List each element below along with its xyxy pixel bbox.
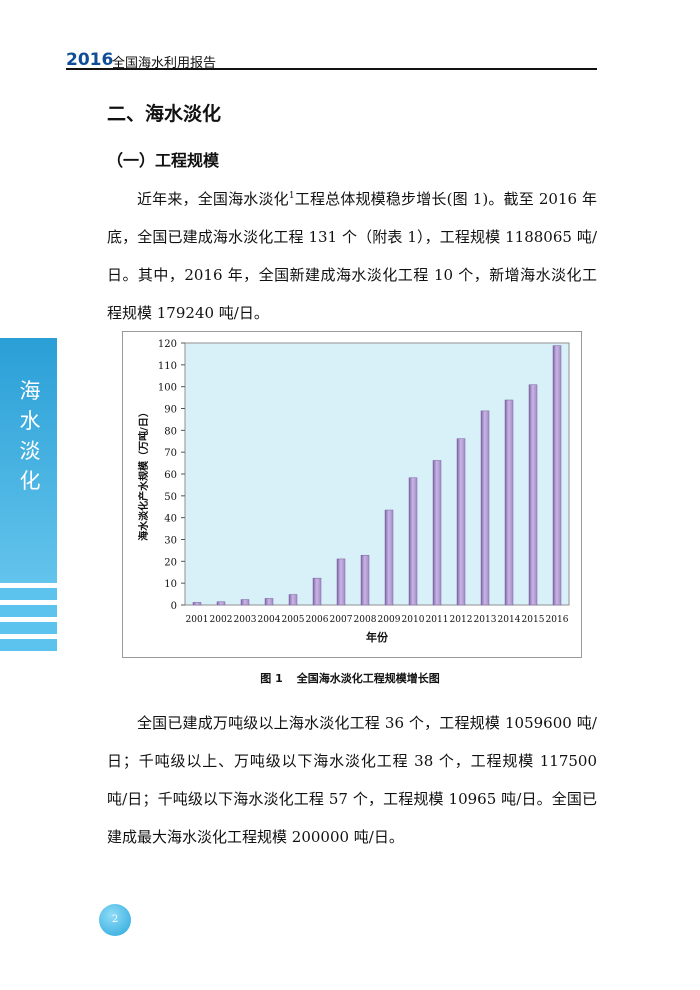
y-tick-label: 0	[171, 601, 177, 612]
paragraph-1: 近年来，全国海水淡化1工程总体规模稳步增长(图 1)。截至 2016 年底，全国…	[107, 180, 597, 332]
bar	[216, 601, 226, 606]
y-tick-label: 100	[158, 383, 177, 394]
x-tick-label: 2011	[426, 615, 449, 625]
y-tick-label: 110	[158, 361, 177, 372]
sidebar-char: 淡	[19, 439, 41, 463]
page-header: 2016 全国海水利用报告	[66, 50, 596, 71]
bar	[528, 384, 538, 606]
bar	[240, 599, 250, 606]
bar	[480, 410, 490, 606]
sidebar-stripe	[0, 605, 57, 617]
bar	[432, 460, 442, 606]
bar	[360, 554, 370, 606]
x-tick-label: 2015	[522, 615, 545, 625]
y-tick-label: 90	[164, 405, 177, 416]
bar	[456, 438, 466, 606]
bar	[552, 345, 562, 606]
y-tick-label: 70	[164, 448, 177, 459]
x-tick-label: 2007	[330, 615, 353, 625]
y-tick-label: 80	[164, 426, 177, 437]
figure-caption: 图 1 全国海水淡化工程规模增长图	[0, 670, 700, 686]
y-tick-label: 20	[164, 557, 177, 568]
x-tick-label: 2008	[354, 615, 377, 625]
footnote-marker[interactable]: 1	[288, 191, 295, 201]
bar	[504, 399, 514, 606]
x-tick-label: 2012	[450, 615, 473, 625]
section-title: 二、海水淡化	[107, 103, 222, 125]
x-tick-label: 2016	[546, 615, 569, 625]
x-tick-label: 2014	[498, 615, 521, 625]
sidebar-stripe	[0, 622, 57, 634]
sidebar-char: 化	[19, 469, 41, 493]
x-axis-title: 年份	[366, 630, 389, 644]
x-tick-label: 2005	[282, 615, 305, 625]
x-tick-label: 2006	[306, 615, 329, 625]
bar	[288, 594, 298, 606]
x-tick-label: 2003	[234, 615, 257, 625]
sidebar-label: 海 水 淡 化	[18, 376, 42, 496]
bar	[192, 602, 202, 606]
bar	[336, 558, 346, 606]
sidebar-stripe	[0, 588, 57, 600]
x-tick-label: 2010	[402, 615, 425, 625]
caption-text: 全国海水淡化工程规模增长图	[296, 672, 440, 685]
paragraph-1-start: 近年来，全国海水淡化	[137, 190, 289, 208]
y-tick-label: 50	[164, 492, 177, 503]
paragraph-1-rest: 工程总体规模稳步增长(图 1)。截至 2016 年底，全国已建成海水淡化工程 1…	[107, 190, 597, 322]
y-axis-title: 海水淡化产水规模（万吨/日）	[137, 407, 150, 541]
x-tick-label: 2013	[474, 615, 497, 625]
bar	[408, 477, 418, 606]
sidebar-tab	[0, 338, 57, 583]
y-tick-label: 10	[164, 579, 177, 590]
sidebar-char: 海	[19, 379, 41, 403]
bar	[264, 598, 274, 606]
header-rule	[66, 68, 597, 70]
y-tick-label: 60	[164, 470, 177, 481]
caption-number: 图 1	[260, 672, 283, 685]
header-year: 2016	[66, 50, 114, 70]
x-tick-label: 2004	[258, 615, 281, 625]
bar	[384, 509, 394, 606]
y-tick-label: 40	[164, 514, 177, 525]
x-tick-label: 2009	[378, 615, 401, 625]
y-tick-label: 120	[158, 339, 177, 350]
y-tick-label: 30	[164, 536, 177, 547]
chart-frame: 0 10 20 30 40 50 60 70 80 90 100 110 120 2001 2002 2003…	[122, 331, 582, 658]
page-number: 2	[99, 904, 131, 936]
paragraph-2: 全国已建成万吨级以上海水淡化工程 36 个，工程规模 1059600 吨/日；千…	[107, 714, 597, 846]
sidebar-char: 水	[19, 409, 41, 433]
x-tick-label: 2002	[210, 615, 233, 625]
sidebar-stripe	[0, 639, 57, 651]
header-title: 全国海水利用报告	[112, 56, 217, 71]
bar	[312, 577, 322, 606]
x-tick-label: 2001	[186, 615, 209, 625]
subsection-title: （一）工程规模	[107, 151, 220, 170]
bar-chart: 0 10 20 30 40 50 60 70 80 90 100 110 120 2001 2002 2003…	[137, 339, 570, 644]
